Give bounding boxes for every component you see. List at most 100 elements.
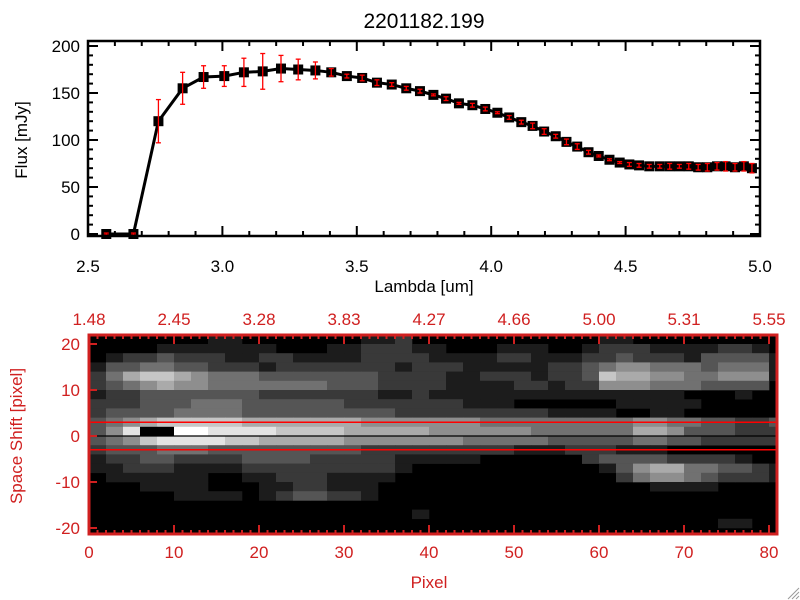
error-bar [646,163,652,169]
heatmap-cell [599,371,617,382]
heatmap-cell [480,390,498,400]
heatmap-cell [718,426,736,437]
heatmap-cell [310,482,328,492]
heatmap-cell [412,436,430,446]
flux-y-axis-label: Flux [mJy] [12,101,31,178]
x-tick-label: 70 [675,543,694,562]
heatmap-cell [548,362,566,372]
heatmap-cell [361,399,379,409]
heatmap-cell [310,454,328,464]
heatmap-cell [225,463,243,474]
heatmap-cell [89,408,107,418]
heatmap-cell [752,426,770,437]
heatmap-cell [344,472,362,483]
error-bar [586,149,592,155]
heatmap-cell [344,362,362,372]
heatmap-cell [310,353,328,363]
heatmap-cell [667,344,685,354]
heatmap-cell [769,472,778,483]
heatmap-cell [276,371,294,382]
heatmap-cell [616,454,634,464]
heatmap-cell [633,454,651,464]
error-bar [430,93,436,97]
x-tick-label: 10 [165,543,184,562]
heatmap-cell [157,463,175,474]
heatmap-cell [89,380,107,391]
x-tick-label: 30 [335,543,354,562]
error-bar [563,138,569,146]
y-tick-label: 0 [71,225,80,244]
heatmap-cell [191,362,209,372]
heatmap-cell [429,408,447,418]
y-tick-label: -20 [55,519,80,538]
wavelength-tick-label: 4.66 [497,310,530,329]
heatmap-cell [446,353,464,363]
heatmap-cell [361,353,379,363]
heatmap-cell [514,353,532,363]
heatmap-cell [752,371,770,382]
heatmap-cell [701,436,719,446]
heatmap-cell [327,344,345,354]
heatmap-cell [191,472,209,483]
heatmap-cell [429,436,447,446]
heatmap-cell [395,371,413,382]
heatmap-cell [514,408,532,418]
heatmap-cell [344,390,362,400]
heatmap-frame [87,333,779,536]
heatmap-cell [701,472,719,483]
heatmap-cell [123,362,141,372]
heatmap-cell [225,344,243,354]
heatmap-cell [667,482,685,492]
heatmap-cell [752,463,770,474]
heatmap-cell [208,436,226,446]
heatmap-cell [684,362,702,372]
heatmap-cell [140,463,158,474]
x-tick-label: 50 [505,543,524,562]
heatmap-cell [106,371,124,382]
heatmap-cell [140,362,158,372]
heatmap-cell [446,408,464,418]
heatmap-cell [140,426,158,437]
error-bar [714,161,720,171]
heatmap-cell [344,371,362,382]
error-bar [403,85,409,91]
heatmap-cell [752,436,770,446]
error-bar [359,74,365,82]
heatmap-cell [310,362,328,372]
heatmap-cell [582,408,600,418]
heatmap-cell [276,362,294,372]
error-bar [749,162,755,174]
heatmap-cell [395,463,413,474]
heatmap-cell [718,362,736,372]
heatmap-cell [548,426,566,437]
heatmap-cell [157,371,175,382]
heatmap-cell [599,436,617,446]
heatmap-cell [276,472,294,483]
heatmap-cell [599,353,617,363]
heatmap-cell [123,380,141,391]
heatmap-cell [463,390,481,400]
heatmap-cell [259,399,277,409]
heatmap-cell [395,344,413,354]
heatmap-cell [344,408,362,418]
heatmap-cell [378,353,396,363]
heatmap-cell [701,371,719,382]
heatmap-cell [191,353,209,363]
heatmap-cell [684,380,702,391]
heatmap-cell [497,371,515,382]
resize-grip-icon[interactable] [787,587,800,600]
heatmap-cell [463,399,481,409]
heatmap-cell [242,390,260,400]
heatmap-cell [378,454,396,464]
heatmap-cell [225,371,243,382]
heatmap-cell [684,463,702,474]
heatmap-cell [191,436,209,446]
heatmap-cell [225,380,243,391]
heatmap-cell [378,371,396,382]
heatmap-cell [684,426,702,437]
heatmap-cell [174,353,192,363]
heatmap-cell [735,353,753,363]
x-tick-label: 4.0 [479,257,503,276]
heatmap-cell [140,371,158,382]
heatmap-cell [276,482,294,492]
